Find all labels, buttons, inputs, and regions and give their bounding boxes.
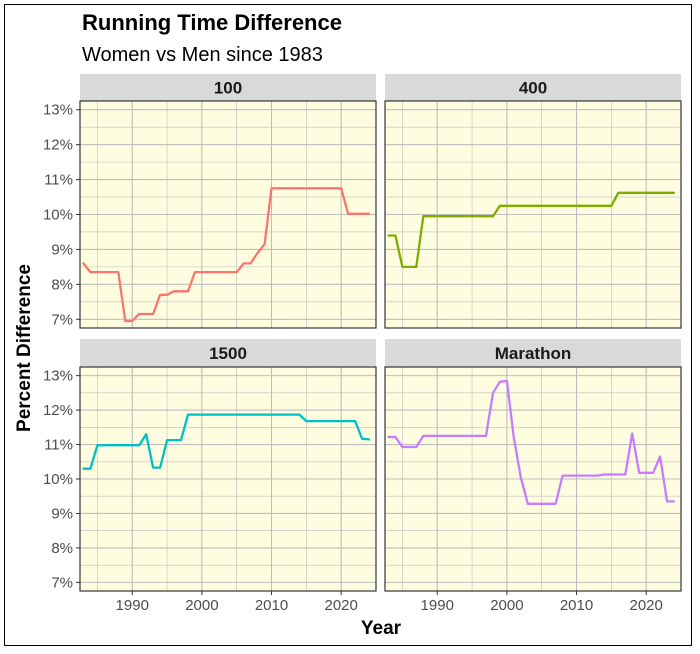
x-tick-label: 1990	[116, 597, 149, 614]
series-line-1500	[82, 413, 371, 470]
y-tick-label: 8%	[51, 540, 73, 557]
chart-subtitle: Women vs Men since 1983	[82, 44, 323, 66]
x-axis-title: Year	[361, 618, 402, 639]
y-tick-label: 11%	[44, 437, 73, 454]
facet-strip-label: 100	[214, 79, 242, 98]
facet-panel-1500: 1500 7% 8% 9% 10% 11% 12% 13% 1990 2000 2010 2020	[43, 339, 377, 614]
panel-border	[384, 366, 682, 592]
y-tick-label: 9%	[51, 505, 73, 522]
y-tick-label: 9%	[51, 241, 73, 258]
y-tick-label: 8%	[51, 276, 73, 293]
x-tick-label: 2000	[490, 597, 523, 614]
facet-strip-label: Marathon	[495, 344, 572, 363]
y-tick-label: 11%	[44, 172, 73, 189]
facet-strip	[385, 339, 681, 367]
facet-panel-marathon: Marathon 1990 2000 2010 2020	[384, 339, 682, 614]
x-tick-label: 2020	[629, 597, 662, 614]
y-tick-label: 13%	[43, 368, 73, 385]
y-tick-label: 7%	[51, 574, 73, 591]
x-tick-label: 2010	[255, 597, 288, 614]
facet-panel-400: 400	[384, 74, 682, 329]
facet-strip	[80, 339, 376, 367]
facet-strip	[80, 74, 376, 101]
y-tick-label: 7%	[51, 311, 73, 328]
facet-strip-label: 1500	[209, 344, 247, 363]
series-line-400	[387, 191, 676, 269]
x-tick-label: 2020	[324, 597, 357, 614]
panel-border	[384, 100, 682, 329]
y-tick-label: 12%	[43, 137, 73, 154]
facet-panel-100: 100 7% 8% 9% 10% 11% 12% 13%	[43, 74, 377, 329]
facet-strip	[385, 74, 681, 101]
series-line-marathon	[387, 379, 676, 505]
y-tick-label: 13%	[43, 102, 73, 119]
y-tick-label: 10%	[43, 207, 73, 224]
x-tick-label: 2010	[560, 597, 593, 614]
x-tick-label: 2000	[185, 597, 218, 614]
y-tick-label: 12%	[43, 402, 73, 419]
x-tick-label: 1990	[421, 597, 454, 614]
series-line-100	[82, 187, 371, 323]
y-tick-label: 10%	[43, 471, 73, 488]
chart-title: Running Time Difference	[82, 10, 342, 35]
facet-strip-label: 400	[519, 79, 547, 98]
y-axis-title: Percent Difference	[14, 264, 35, 432]
